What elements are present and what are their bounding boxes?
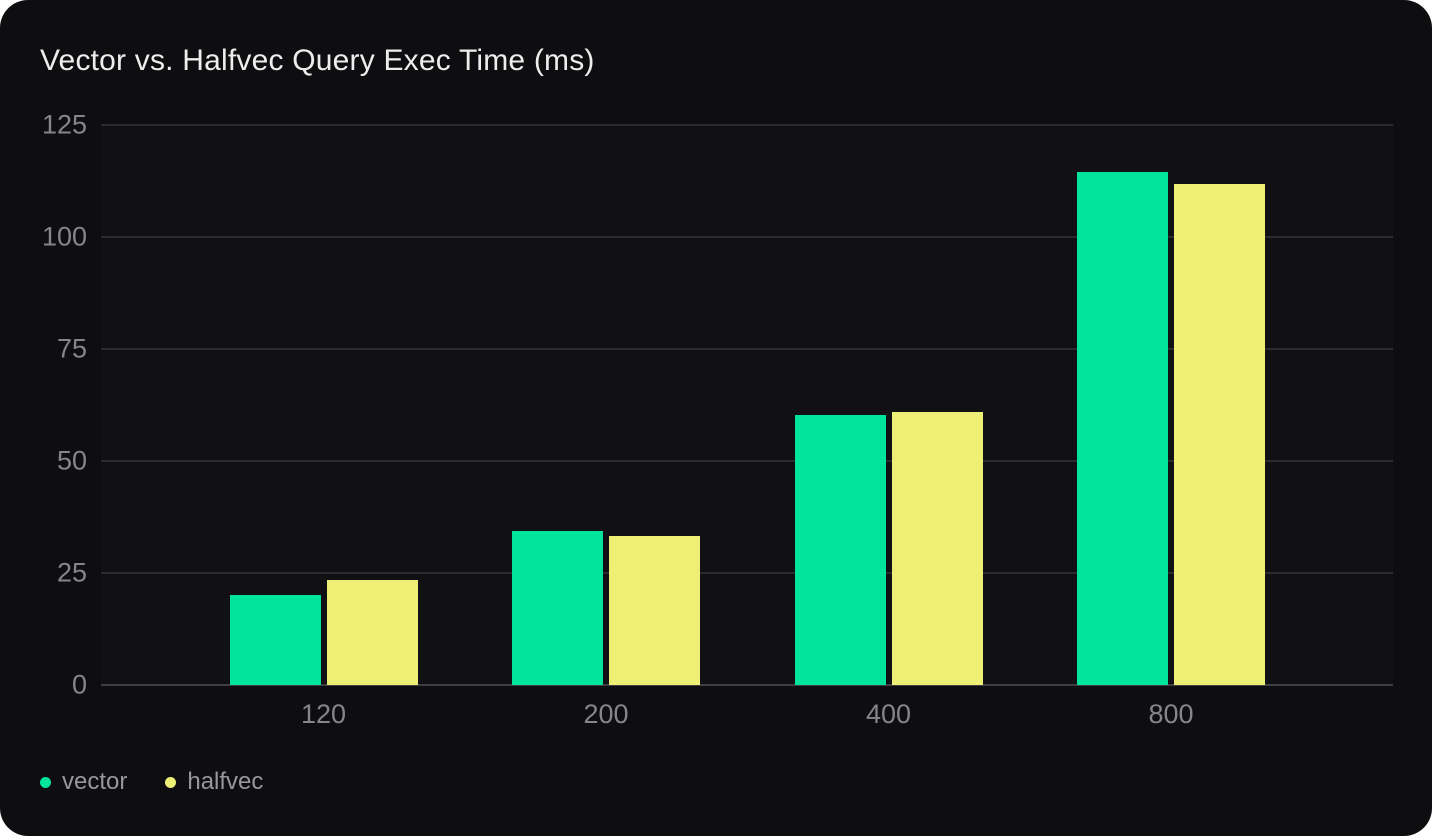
gridline-y-125 <box>101 124 1393 126</box>
y-axis-tick-0: 0 <box>71 669 87 700</box>
bar-halfvec-400[interactable] <box>891 411 983 685</box>
bar-vector-800[interactable] <box>1077 172 1168 685</box>
bar-halfvec-120[interactable] <box>326 579 418 685</box>
legend-item-halfvec[interactable]: halfvec <box>165 768 263 796</box>
gridline-y-25 <box>101 572 1393 574</box>
bar-vector-400[interactable] <box>794 415 886 685</box>
legend-dot-halfvec <box>165 776 177 788</box>
gridline-y-0 <box>101 684 1393 686</box>
x-axis-tick-400: 400 <box>865 699 912 729</box>
legend-label-halfvec: halfvec <box>187 768 264 795</box>
x-axis-tick-120: 120 <box>300 699 347 729</box>
legend-label-vector: vector <box>62 768 128 795</box>
gridline-y-75 <box>101 348 1393 350</box>
bar-halfvec-800[interactable] <box>1174 184 1265 685</box>
y-axis-tick-75: 75 <box>56 333 87 364</box>
plot-area: 0 25 50 75 100 125 120 200 400 800 <box>42 110 1393 729</box>
y-axis-tick-25: 25 <box>56 557 87 588</box>
bar-halfvec-200[interactable] <box>609 535 700 685</box>
legend-item-vector[interactable]: vector <box>40 768 127 796</box>
legend-dot-vector <box>40 776 51 788</box>
y-axis-tick-125: 125 <box>41 109 87 140</box>
chart-title: Vector vs. Halfvec Query Exec Time (ms) <box>40 44 595 77</box>
x-axis-tick-200: 200 <box>583 699 629 729</box>
bar-vector-200[interactable] <box>512 530 603 685</box>
gridline-y-100 <box>101 236 1393 238</box>
gridline-y-50 <box>101 460 1393 462</box>
bar-vector-120[interactable] <box>229 595 321 685</box>
y-axis-tick-50: 50 <box>56 445 87 476</box>
y-axis-tick-100: 100 <box>41 221 87 252</box>
chart-legend: vector halfvec <box>40 768 263 796</box>
x-axis-tick-800: 800 <box>1148 699 1194 729</box>
